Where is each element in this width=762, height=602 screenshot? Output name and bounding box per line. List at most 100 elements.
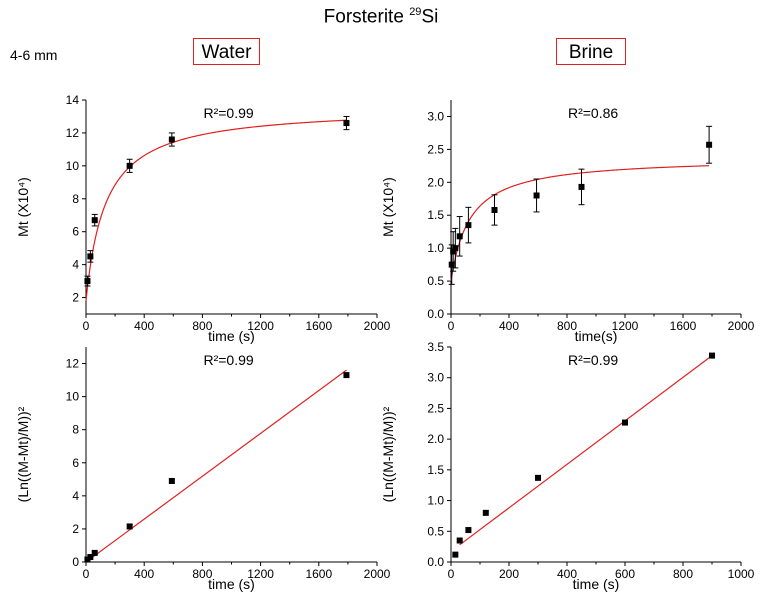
y-tick-label: 2.0	[427, 175, 444, 189]
r-squared-label: R²=0.99	[203, 105, 253, 121]
water-condition-box: Water	[193, 38, 260, 65]
r-squared-label: R²=0.86	[568, 105, 618, 121]
r-squared-label: R²=0.99	[203, 352, 253, 368]
y-tick-label: 8	[72, 192, 79, 206]
data-point	[452, 551, 459, 558]
y-tick-label: 12	[66, 357, 80, 371]
y-tick-label: 4	[72, 489, 79, 503]
x-tick-label: 1200	[247, 319, 274, 333]
water-bottom-chart: 0 400 800 1200 1600 2000 0 2 4 6 8 10 12 time (s) (Ln(…	[15, 347, 391, 592]
y-tick-label: 3.0	[427, 371, 444, 385]
x-tick-label: 600	[615, 567, 635, 581]
y-tick-label: 2.5	[427, 142, 444, 156]
y-tick-label: 2	[72, 522, 79, 536]
y-axis-title: Mt (X10⁴)	[380, 177, 396, 237]
x-tick-label: 0	[448, 319, 455, 333]
fit-curve	[450, 165, 710, 282]
data-point	[482, 509, 489, 516]
y-tick-label: 6	[72, 225, 79, 239]
y-tick-label: 4	[72, 258, 79, 272]
data-point	[450, 248, 457, 255]
y-axis-title: (Ln((M-Mt)/M))²	[15, 406, 31, 502]
data-point	[622, 419, 628, 426]
y-tick-label: 10	[66, 390, 80, 404]
data-point	[456, 233, 463, 240]
y-tick-label: 1.0	[427, 494, 444, 508]
x-tick-label: 800	[673, 567, 693, 581]
y-tick-label: 2.5	[427, 401, 444, 415]
x-tick-label: 800	[192, 567, 212, 581]
title-superscript: 29	[409, 6, 422, 18]
data-point	[533, 192, 540, 199]
data-point	[87, 253, 94, 260]
y-tick-label: 2.0	[427, 432, 444, 446]
fit-line	[459, 355, 713, 546]
x-axis-title: time (s)	[208, 328, 255, 344]
x-axis-title: time (s)	[573, 576, 620, 592]
brine-condition-box: Brine	[556, 38, 626, 65]
data-point	[456, 537, 463, 544]
y-axis-title: Mt (X10⁴)	[15, 177, 31, 237]
x-tick-label: 200	[499, 567, 519, 581]
x-tick-label: 800	[557, 319, 577, 333]
y-tick-label: 0.0	[427, 555, 444, 569]
data-point	[448, 261, 455, 268]
data-point	[87, 554, 94, 561]
data-point	[91, 549, 98, 556]
data-point	[126, 162, 133, 169]
x-tick-label: 1200	[612, 319, 639, 333]
x-tick-label: 2000	[364, 319, 391, 333]
x-tick-label: 2000	[364, 567, 391, 581]
x-tick-label: 1600	[305, 567, 332, 581]
x-tick-label: 400	[134, 567, 154, 581]
figure-title: Forsterite 29Si	[323, 6, 439, 28]
y-tick-label: 3.0	[427, 109, 444, 123]
x-tick-label: 0	[448, 567, 455, 581]
x-tick-label: 0	[83, 319, 90, 333]
x-tick-label: 1600	[305, 319, 332, 333]
data-point	[168, 477, 175, 484]
data-point	[535, 474, 541, 481]
y-tick-label: 1.5	[427, 208, 444, 222]
data-point	[578, 183, 585, 190]
y-tick-label: 3.5	[427, 340, 444, 354]
y-tick-label: 0	[72, 555, 79, 569]
x-tick-label: 400	[134, 319, 154, 333]
y-tick-label: 6	[72, 456, 79, 470]
data-point	[491, 206, 498, 213]
data-point	[709, 352, 715, 359]
y-axis-title: (Ln((M-Mt)/M))²	[380, 406, 396, 502]
y-tick-label: 14	[66, 93, 80, 107]
data-point	[168, 136, 175, 143]
x-tick-label: 1200	[247, 567, 274, 581]
brine-bottom-chart: 0 200 400 600 800 1000 0.0 0.5 1.0 1.5 2.0 2.5 3.0 3.…	[380, 340, 755, 592]
x-tick-label: 1000	[728, 567, 755, 581]
data-point	[343, 120, 350, 127]
y-tick-label: 0.0	[427, 307, 444, 321]
data-point	[343, 372, 350, 379]
y-tick-label: 12	[66, 126, 80, 140]
brine-top-chart: 0 400 800 1200 1600 2000 0.0 0.5 1.0 1.5 2.0 2.5 3.0…	[380, 100, 755, 344]
data-point	[706, 141, 713, 148]
x-tick-label: 400	[557, 567, 577, 581]
fit-curve	[85, 119, 347, 301]
data-point	[465, 222, 472, 229]
x-tick-label: 2000	[728, 319, 755, 333]
y-tick-label: 10	[66, 159, 80, 173]
y-tick-label: 2	[72, 291, 79, 305]
data-point	[84, 278, 91, 285]
data-point	[465, 527, 472, 534]
y-tick-label: 1.5	[427, 463, 444, 477]
grain-size-label: 4-6 mm	[10, 47, 58, 63]
r-squared-label: R²=0.99	[568, 352, 618, 368]
data-point	[91, 217, 98, 224]
x-tick-label: 800	[192, 319, 212, 333]
data-point	[126, 523, 133, 530]
y-tick-label: 8	[72, 423, 79, 437]
fit-line	[85, 369, 347, 563]
x-tick-label: 0	[83, 567, 90, 581]
x-axis-title: time (s)	[208, 576, 255, 592]
data-point	[452, 245, 459, 252]
x-tick-label: 1600	[670, 319, 697, 333]
